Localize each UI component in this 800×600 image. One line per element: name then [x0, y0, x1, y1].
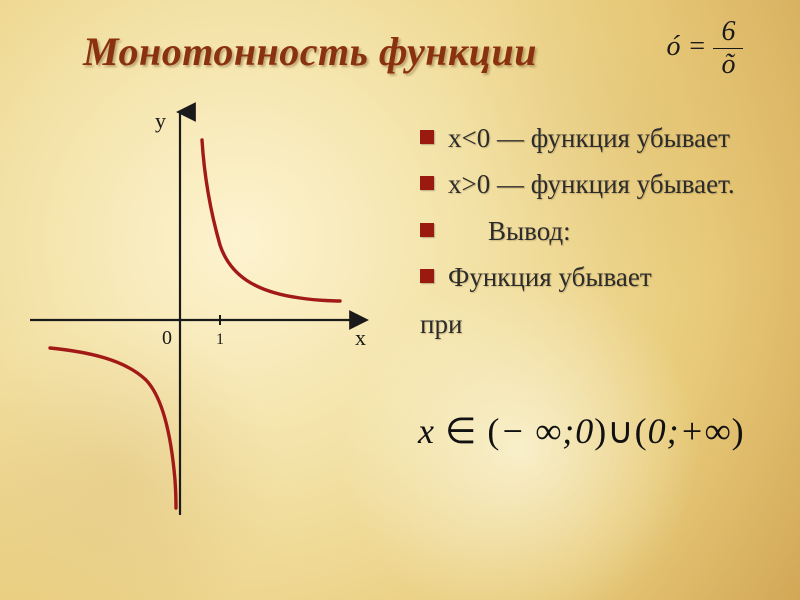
interval-text: x ∈ (− ∞;0)∪(0;+∞)	[418, 411, 745, 451]
bullet-square-icon	[420, 269, 434, 283]
bullet-text: Функция убывает	[448, 259, 652, 295]
bullet-item: Функция убывает	[420, 259, 780, 295]
bullet-item: x<0 — функция убывает	[420, 120, 780, 156]
bullet-square-icon	[420, 130, 434, 144]
formula-fraction: 6õ	[713, 18, 743, 79]
slide-title: Монотонность функции	[0, 28, 620, 75]
bullet-item: Вывод:	[420, 213, 780, 249]
continuation-line: при	[420, 306, 780, 342]
y-axis-label: y	[155, 108, 166, 133]
x-axis-label: x	[355, 325, 366, 350]
formula-lhs: ó	[667, 31, 681, 62]
xtick-1-label: 1	[216, 331, 224, 348]
bullet-text: x<0 — функция убывает	[448, 120, 730, 156]
continuation-text: при	[420, 306, 462, 342]
formula-eq: =	[681, 31, 714, 62]
bullet-list: x<0 — функция убывает x>0 — функция убыв…	[420, 120, 780, 352]
hyperbola-graph: y x 0 1	[20, 100, 380, 520]
formula-denominator: õ	[713, 49, 743, 79]
formula-numerator: 6	[713, 18, 743, 49]
bullet-square-icon	[420, 223, 434, 237]
interval-formula: x ∈ (− ∞;0)∪(0;+∞)	[418, 410, 745, 452]
hyperbola-branch-positive	[202, 140, 340, 301]
formula-top: ó = 6õ	[640, 18, 770, 79]
bullet-square-icon	[420, 176, 434, 190]
bullet-item: x>0 — функция убывает.	[420, 166, 780, 202]
slide: Монотонность функции ó = 6õ y x 0 1	[0, 0, 800, 600]
graph-area: y x 0 1	[20, 100, 380, 520]
hyperbola-branch-negative	[50, 348, 176, 508]
origin-label: 0	[162, 327, 172, 349]
bullet-text: x>0 — функция убывает.	[448, 166, 735, 202]
bullet-text: Вывод:	[448, 213, 571, 249]
